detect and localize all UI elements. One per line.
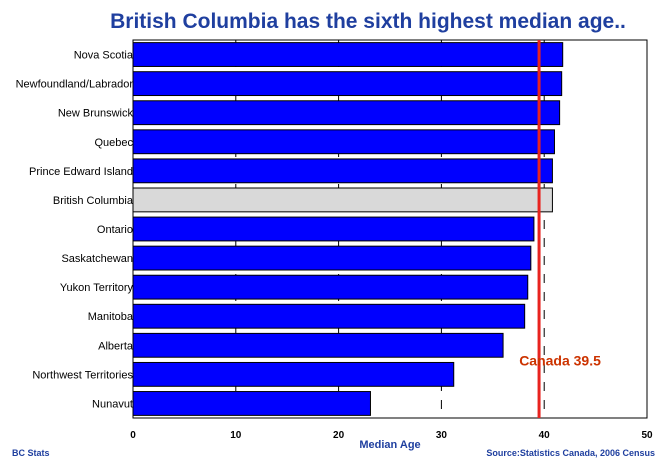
bars (132, 42, 564, 416)
x-axis-title: Median Age (359, 439, 420, 451)
category-label-nova-scotia: Nova Scotia (74, 50, 134, 62)
category-label-british-columbia: British Columbia (53, 195, 134, 207)
bar-nunavut (132, 391, 371, 416)
bar-northwest-territories (132, 361, 455, 387)
bar-british-columbia (132, 187, 553, 213)
bar-ontario (132, 216, 535, 242)
chart-title: British Columbia has the sixth highest m… (110, 10, 626, 33)
category-label-quebec: Quebec (94, 137, 133, 149)
category-label-prince-edward-island: Prince Edward Island (29, 166, 133, 178)
bar-quebec (132, 129, 555, 155)
category-label-ontario: Ontario (97, 224, 133, 236)
bar-nova-scotia (132, 42, 564, 67)
category-label-new-brunswick: New Brunswick (58, 108, 134, 120)
bar-new-brunswick (132, 100, 561, 126)
x-tick-label: 0 (130, 430, 136, 441)
credit-text: BC Stats (12, 448, 50, 458)
x-tick-label: 30 (436, 430, 448, 441)
bar-yukon-territory (132, 274, 529, 300)
x-tick-labels: 0 10 20 30 40 50 (130, 430, 653, 441)
category-labels: Nova Scotia Newfoundland/Labrador New Brun… (16, 50, 134, 411)
bar-manitoba (132, 303, 526, 329)
bar-alberta (132, 332, 504, 358)
x-tick-label: 10 (230, 430, 242, 441)
canada-reference-label: Canada 39.5 (519, 353, 601, 369)
x-tick-label: 20 (333, 430, 345, 441)
category-label-newfoundland-labrador: Newfoundland/Labrador (16, 79, 134, 91)
source-text: Source:Statistics Canada, 2006 Census (486, 448, 655, 458)
bar-prince-edward-island (132, 158, 553, 184)
x-tick-label: 40 (539, 430, 551, 441)
category-label-northwest-territories: Northwest Territories (32, 369, 133, 381)
category-label-yukon-territory: Yukon Territory (60, 282, 134, 294)
bar-newfoundland-labrador (132, 71, 563, 97)
bar-saskatchewan (132, 245, 532, 271)
category-label-saskatchewan: Saskatchewan (61, 253, 133, 265)
x-tick-label: 50 (641, 430, 653, 441)
category-label-manitoba: Manitoba (88, 311, 134, 323)
category-label-alberta: Alberta (98, 340, 134, 352)
category-label-nunavut: Nunavut (92, 398, 133, 410)
